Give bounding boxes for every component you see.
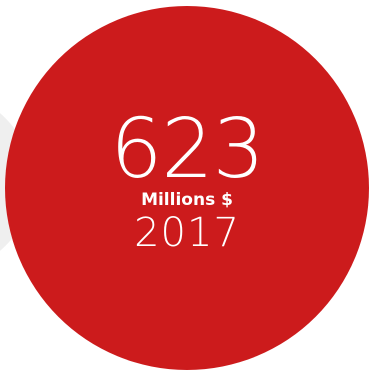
stat-unit: Millions $ [141,190,233,210]
stat-year: 2017 [134,210,240,256]
stat-content: 623 Millions $ 2017 [5,6,369,370]
stat-circle [5,6,369,370]
stat-value: 623 [110,102,265,197]
